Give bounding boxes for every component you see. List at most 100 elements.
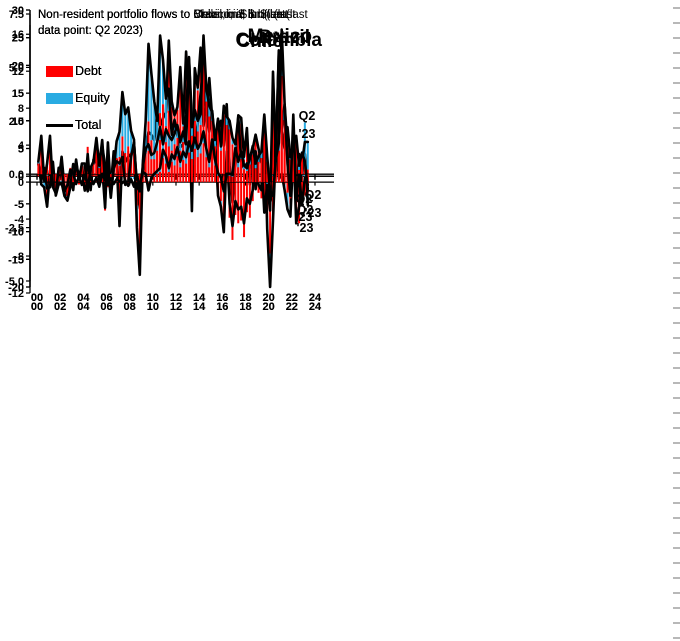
y-tick-label: 12 bbox=[12, 66, 24, 78]
debt-bar bbox=[237, 122, 240, 175]
annotation-year: '23 bbox=[296, 221, 314, 235]
x-tick-label: 20 bbox=[263, 292, 275, 304]
legend-label-debt: Debt bbox=[75, 64, 102, 78]
debt-bar bbox=[101, 144, 104, 175]
debt-bar bbox=[176, 156, 179, 183]
y-tick-label: 30 bbox=[12, 5, 24, 17]
chart-title-mexico: Non-resident portfolio flows to Mexico, … bbox=[38, 7, 320, 39]
equity-bar bbox=[196, 120, 199, 132]
equity-bar bbox=[231, 137, 234, 145]
y-tick-label: -5.0 bbox=[5, 276, 24, 288]
y-tick-label: 15 bbox=[12, 88, 24, 100]
country-label-mexico: Mexico bbox=[247, 26, 312, 47]
y-tick-label: -5 bbox=[14, 199, 24, 211]
debt-bar bbox=[248, 176, 251, 218]
debt-bar bbox=[219, 176, 222, 202]
debt-bar bbox=[231, 176, 234, 183]
x-tick-label: 24 bbox=[309, 301, 322, 313]
equity-bar bbox=[208, 161, 211, 168]
x-tick-label: 08 bbox=[124, 292, 136, 304]
debt-bar bbox=[205, 157, 208, 183]
debt-bar bbox=[147, 150, 150, 175]
x-tick-label: 16 bbox=[216, 301, 228, 313]
x-tick-label: 10 bbox=[147, 292, 159, 304]
x-tick-label: 02 bbox=[54, 301, 66, 313]
equity-bar bbox=[185, 157, 188, 164]
equity-bar bbox=[225, 116, 228, 126]
debt-bar bbox=[234, 156, 237, 183]
debt-bar bbox=[138, 176, 141, 248]
x-tick-label: 18 bbox=[239, 292, 251, 304]
y-tick-label: -15 bbox=[8, 254, 24, 266]
x-tick-label: 12 bbox=[170, 292, 182, 304]
x-axis: 00 02 04 06 08 10 12 14 16 18 20 22 24 bbox=[30, 181, 334, 313]
debt-bar bbox=[188, 152, 191, 183]
total-line bbox=[71, 28, 310, 207]
debt-bar bbox=[222, 114, 225, 175]
equity-bar bbox=[130, 176, 133, 179]
y-tick-label: 0 bbox=[18, 171, 24, 183]
x-tick-label: 18 bbox=[239, 292, 251, 304]
legend-chile: Debt Equity Total bbox=[46, 63, 110, 144]
annotation-quarter: Q2 bbox=[298, 109, 316, 123]
debt-bar bbox=[245, 176, 248, 213]
debt-bar bbox=[144, 152, 147, 175]
equity-bar bbox=[298, 165, 301, 170]
title-line-1: Non-resident portfolio flows to Brazil, … bbox=[38, 9, 288, 21]
chile-chart-svg: 16 12 8 4 0 -4 -8 -12 00 02 04 06 08 10 12 14 16 18 20 22 24 bbox=[8, 25, 334, 313]
debt-bar bbox=[185, 163, 188, 183]
debt-bar bbox=[164, 163, 167, 183]
debt-bar bbox=[205, 101, 208, 175]
equity-bar bbox=[118, 131, 121, 157]
debt-bar bbox=[243, 176, 246, 238]
y-tick-label: 30 bbox=[12, 5, 24, 17]
x-tick-label: 10 bbox=[147, 301, 159, 313]
y-tick-label: -12 bbox=[8, 288, 24, 300]
debt-bar bbox=[269, 176, 272, 254]
title-line-1: Non-resident portfolio flows to Chile, i… bbox=[38, 9, 286, 21]
debt-bar bbox=[153, 176, 156, 183]
annotation-year: '23 bbox=[295, 210, 313, 224]
x-tick-label: 00 bbox=[31, 301, 43, 313]
debt-bar bbox=[257, 161, 260, 183]
chart-title-chile: Non-resident portfolio flows to Chile, i… bbox=[38, 7, 320, 39]
debt-bar bbox=[115, 163, 118, 175]
equity-bar bbox=[199, 114, 202, 126]
x-tick-label: 04 bbox=[77, 292, 90, 304]
x-tick-label: 00 bbox=[31, 301, 43, 313]
y-tick-label: 0 bbox=[18, 177, 24, 189]
x-tick-label: 08 bbox=[124, 301, 136, 313]
equity-bar bbox=[159, 168, 162, 172]
debt-bar bbox=[300, 182, 303, 199]
debt-bar bbox=[199, 153, 202, 183]
debt-bar bbox=[237, 176, 240, 224]
x-tick-label: 10 bbox=[147, 301, 159, 313]
annotation-year: '23 bbox=[298, 127, 316, 141]
chart-title-brazil: Non-resident portfolio flows to Brazil, … bbox=[38, 7, 320, 39]
y-tick-label: -10 bbox=[8, 227, 24, 239]
debt-bar bbox=[190, 159, 193, 183]
equity-bar bbox=[170, 140, 173, 151]
x-tick-label: 12 bbox=[170, 301, 182, 313]
debt-bar bbox=[231, 176, 234, 240]
legend-item-equity: Equity bbox=[46, 90, 110, 106]
legend-label-debt: Debt bbox=[75, 64, 102, 78]
total-line bbox=[37, 34, 310, 214]
equity-bar bbox=[245, 168, 248, 172]
x-tick-label: 18 bbox=[239, 301, 251, 313]
x-tick-label: 02 bbox=[54, 292, 66, 304]
debt-bar bbox=[208, 116, 211, 175]
debt-bar bbox=[161, 158, 164, 183]
x-tick-label: 00 bbox=[31, 292, 43, 304]
debt-bar bbox=[156, 173, 159, 183]
x-tick-label: 16 bbox=[216, 301, 228, 313]
x-tick-label: 02 bbox=[54, 301, 66, 313]
equity-bar bbox=[173, 159, 176, 166]
equity-bar bbox=[153, 152, 156, 160]
debt-bar bbox=[228, 129, 231, 175]
x-tick-label: 18 bbox=[239, 301, 251, 313]
equity-bar bbox=[185, 144, 188, 153]
x-tick-label: 14 bbox=[193, 292, 206, 304]
y-axis: 16 12 8 4 0 -4 -8 -12 bbox=[8, 25, 31, 300]
